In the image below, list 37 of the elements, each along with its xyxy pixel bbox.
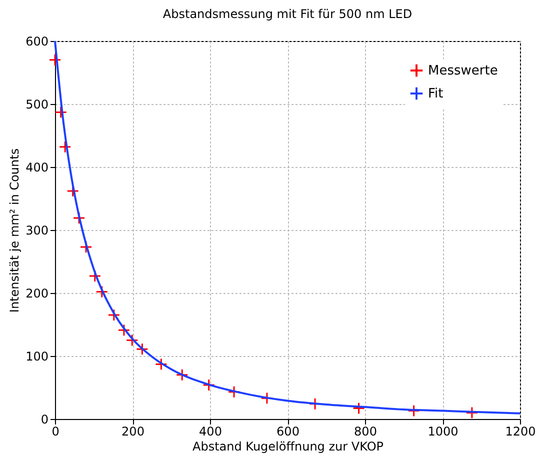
- x-tick-label: 1000: [428, 424, 458, 438]
- point: [228, 386, 240, 398]
- point: [48, 54, 62, 66]
- y-tick-label: 100: [26, 350, 48, 364]
- point: [58, 140, 72, 154]
- y-axis-title: Intensität je mm² in Counts: [8, 148, 22, 313]
- point: [408, 404, 420, 418]
- legend-label: Fit: [428, 86, 444, 102]
- x-tick-label: 1200: [505, 424, 536, 438]
- x-tick-label: 0: [52, 424, 60, 438]
- point: [154, 358, 168, 370]
- x-tick-label: 200: [122, 424, 144, 438]
- point: [176, 368, 188, 382]
- y-tick-label: 0: [40, 412, 48, 426]
- point: [80, 240, 92, 254]
- y-tick-label: 500: [26, 98, 48, 112]
- x-tick-label: 400: [199, 424, 222, 438]
- x-tick-label: 800: [354, 424, 377, 438]
- legend-label: Messwerte: [428, 64, 498, 78]
- point: [118, 324, 130, 336]
- point: [108, 308, 120, 322]
- point: [202, 378, 216, 392]
- x-axis-title: Abstand Kugelöffnung zur VKOP: [192, 440, 384, 454]
- y-tick-label: 300: [26, 224, 48, 238]
- point: [54, 106, 68, 118]
- x-tick-label: 600: [276, 424, 300, 438]
- point: [66, 184, 80, 198]
- point: [96, 286, 108, 298]
- point: [126, 334, 138, 346]
- point: [352, 402, 366, 415]
- point: [136, 342, 148, 356]
- chart-title: Abstandsmessung mit Fit für 500 nm LED: [162, 7, 412, 21]
- point: [72, 212, 86, 224]
- point: [466, 406, 478, 419]
- y-tick-label: 600: [26, 34, 48, 48]
- y-tick-label: 400: [26, 160, 48, 174]
- y-tick-label: 200: [26, 286, 48, 300]
